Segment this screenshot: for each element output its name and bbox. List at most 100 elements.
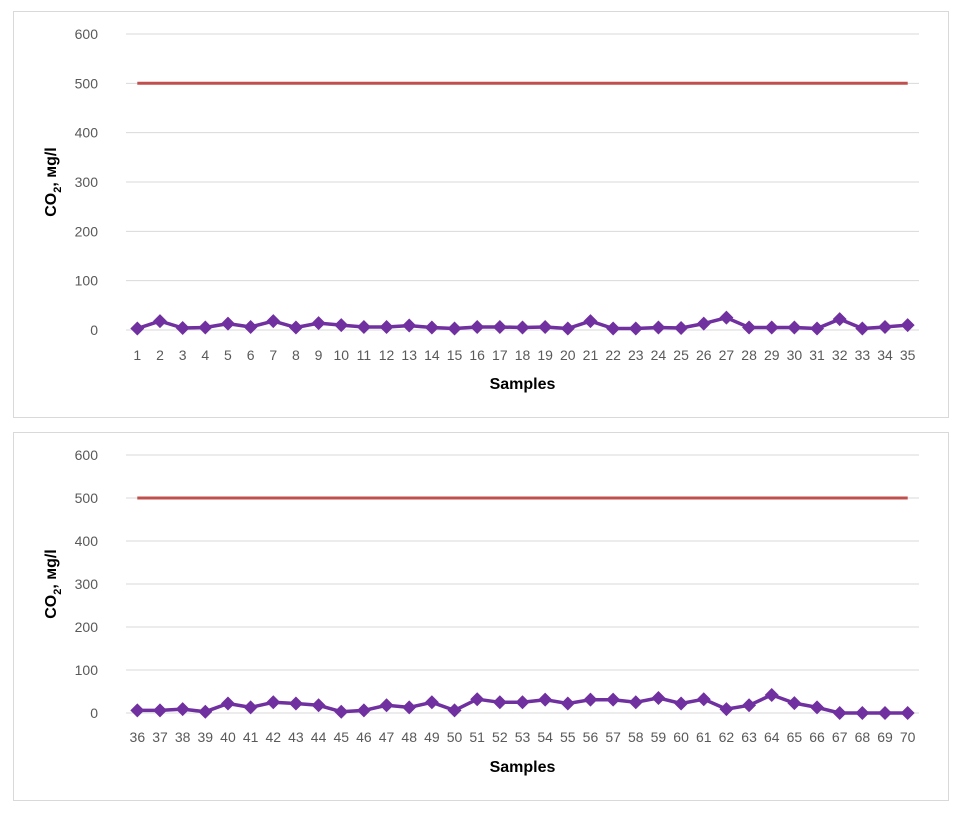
data-point-marker [878, 706, 893, 720]
y-tick-label: 0 [90, 322, 98, 338]
x-tick-label: 40 [220, 729, 236, 745]
x-tick-label: 32 [832, 347, 848, 363]
x-tick-label: 43 [288, 729, 304, 745]
data-point-marker [651, 690, 666, 705]
data-point-marker [492, 695, 507, 710]
x-tick-label: 49 [424, 729, 440, 745]
x-tick-label: 23 [628, 347, 644, 363]
data-point-marker [900, 706, 915, 720]
data-point-marker [832, 706, 847, 720]
data-point-marker [855, 321, 870, 336]
x-tick-label: 67 [832, 729, 848, 745]
data-point-marker [538, 692, 553, 707]
y-tick-label: 400 [75, 533, 99, 549]
data-point-marker [243, 320, 258, 335]
x-tick-label: 44 [311, 729, 327, 745]
x-tick-label: 46 [356, 729, 372, 745]
data-point-marker [674, 696, 689, 711]
data-point-marker [492, 320, 507, 335]
data-point-marker [583, 692, 598, 707]
x-tick-label: 69 [877, 729, 893, 745]
x-tick-label: 14 [424, 347, 440, 363]
x-tick-label: 29 [764, 347, 780, 363]
x-tick-label: 1 [133, 347, 141, 363]
data-point-marker [515, 320, 530, 335]
chart-2-svg: 0 100 200 300 400 500 600 36 37 38 39 40 41 42 43 44 45 4… [43, 447, 919, 776]
x-tick-label: 47 [379, 729, 395, 745]
y-axis-label-main: CO [43, 193, 60, 217]
data-point-marker [674, 321, 689, 336]
y-axis-label-unit: , мg/l [43, 549, 60, 588]
x-tick-label: 55 [560, 729, 576, 745]
x-tick-label: 59 [651, 729, 667, 745]
data-point-marker [855, 706, 870, 720]
x-tick-label: 62 [719, 729, 735, 745]
data-point-marker [787, 320, 802, 335]
x-tick-label: 11 [357, 347, 372, 363]
data-point-marker [220, 316, 235, 331]
data-point-marker [311, 316, 326, 331]
x-tick-label: 6 [247, 347, 255, 363]
data-point-marker [606, 692, 621, 707]
data-point-marker [878, 320, 893, 335]
x-tick-label: 21 [583, 347, 599, 363]
data-point-marker [424, 695, 439, 710]
x-tick-label: 34 [877, 347, 893, 363]
y-tick-label: 100 [75, 273, 99, 289]
x-tick-label: 36 [130, 729, 146, 745]
y-tick-label: 100 [75, 662, 99, 678]
x-tick-label: 12 [379, 347, 395, 363]
x-tick-label: 52 [492, 729, 508, 745]
x-tick-label: 38 [175, 729, 191, 745]
x-tick-label: 7 [269, 347, 277, 363]
x-tick-label: 28 [741, 347, 757, 363]
x-tick-label: 18 [515, 347, 531, 363]
data-point-marker [243, 700, 258, 715]
chart-panel-2: 0 100 200 300 400 500 600 36 37 38 39 40 41 42 43 44 45 4… [13, 432, 949, 801]
y-tick-label: 0 [90, 705, 98, 721]
x-tick-label: 70 [900, 729, 916, 745]
data-point-marker [447, 703, 462, 718]
y-axis-label: CO2, мg/l [43, 147, 64, 217]
data-point-marker [288, 696, 303, 711]
x-tick-label: 10 [333, 347, 349, 363]
data-point-marker [696, 316, 711, 331]
y-tick-label: 500 [75, 490, 99, 506]
data-point-marker [311, 698, 326, 713]
y-axis-label: CO2, мg/l [43, 549, 64, 619]
data-point-marker [379, 320, 394, 335]
data-point-marker [175, 321, 190, 336]
data-point-marker [606, 321, 621, 336]
x-tick-label: 3 [179, 347, 187, 363]
data-point-marker [288, 320, 303, 335]
data-point-marker [764, 320, 779, 335]
data-point-marker [198, 320, 213, 335]
y-tick-label: 600 [75, 26, 99, 42]
data-point-marker [832, 312, 847, 327]
x-tick-label: 39 [198, 729, 214, 745]
data-point-marker [402, 318, 417, 333]
x-tick-label: 64 [764, 729, 780, 745]
chart-panel-1: 0 100 200 300 400 500 600 1 2 3 4 5 6 7 8 9 10 11 12 13 14 15… [13, 11, 949, 418]
data-point-marker [719, 702, 734, 717]
x-tick-label: 51 [469, 729, 485, 745]
x-tick-label: 66 [809, 729, 825, 745]
x-tick-label: 37 [152, 729, 168, 745]
y-tick-label: 400 [75, 125, 99, 141]
x-tick-label: 33 [855, 347, 871, 363]
data-point-marker [810, 321, 825, 336]
x-tick-label: 17 [492, 347, 508, 363]
data-point-marker [470, 320, 485, 335]
data-point-marker [742, 320, 757, 335]
data-point-marker [152, 703, 167, 718]
y-tick-label: 300 [75, 174, 99, 190]
x-tick-label: 68 [855, 729, 871, 745]
data-point-marker [266, 314, 281, 329]
data-point-marker [583, 314, 598, 329]
data-point-marker [130, 703, 145, 718]
x-tick-label: 65 [787, 729, 803, 745]
data-point-marker [538, 320, 553, 335]
x-tick-label: 4 [201, 347, 209, 363]
x-tick-label: 19 [537, 347, 553, 363]
